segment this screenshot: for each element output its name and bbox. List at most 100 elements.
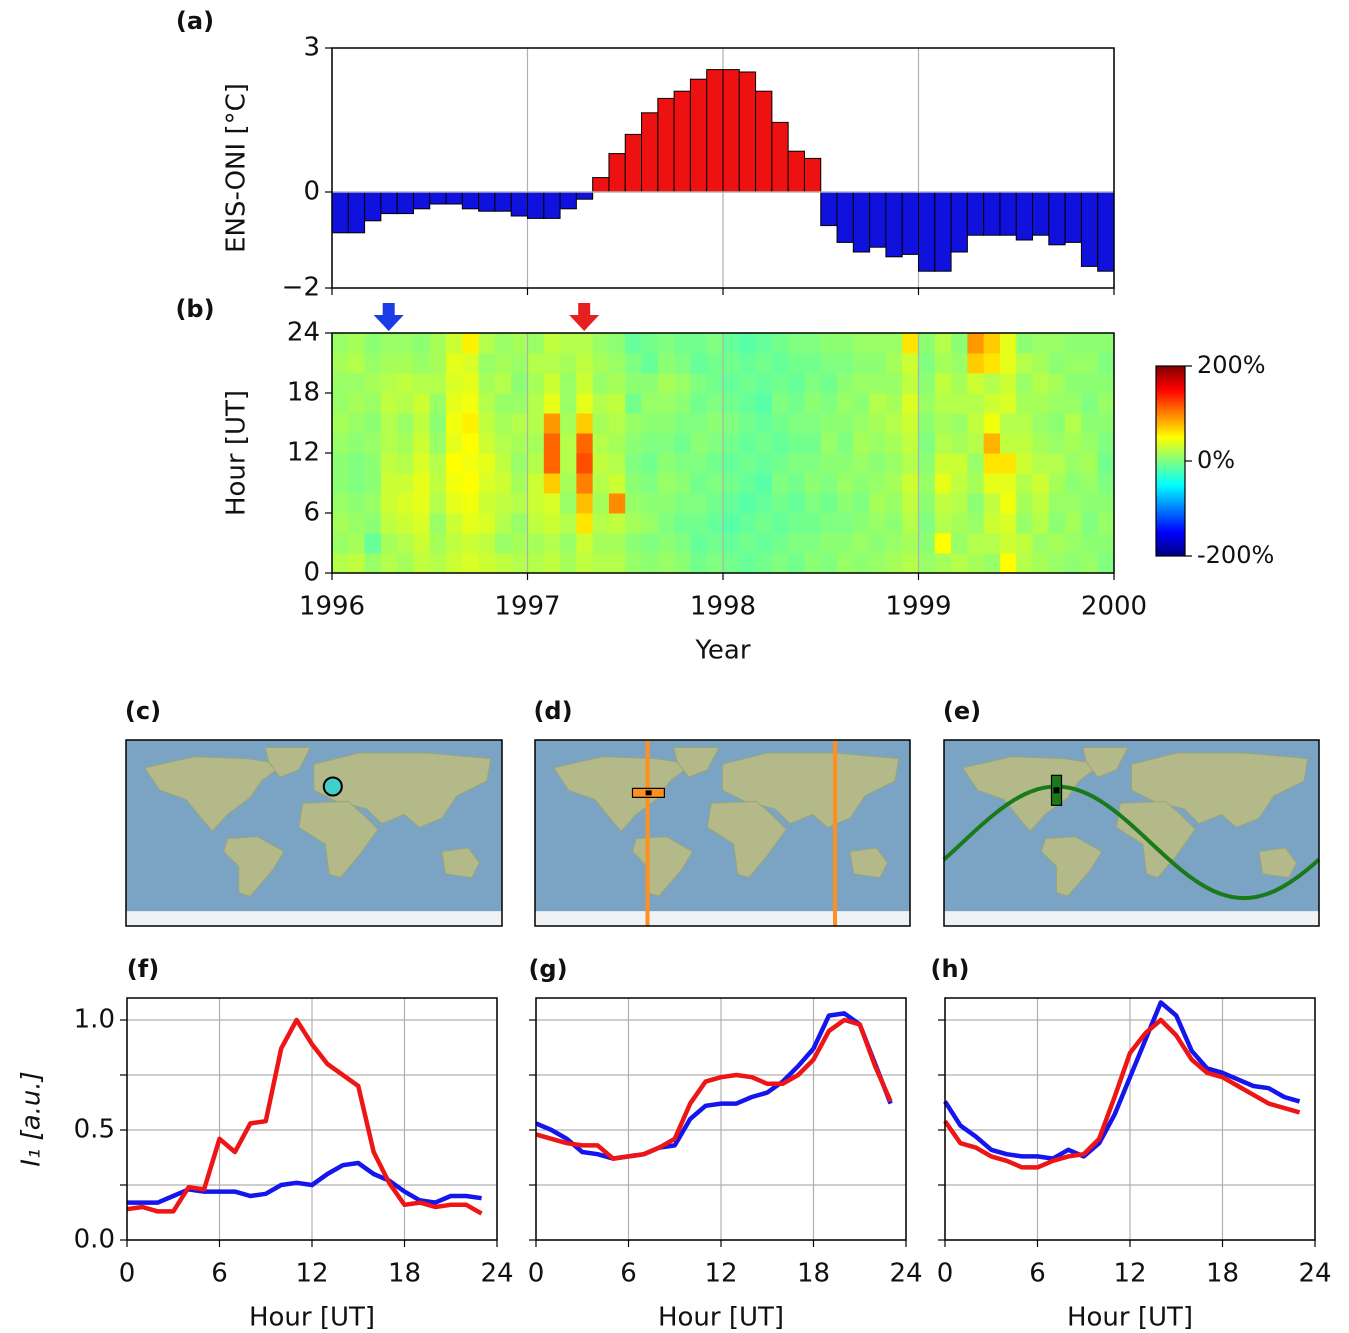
heatmap-cell: [397, 553, 414, 574]
heatmap-cell: [706, 453, 724, 474]
bar: [461, 191, 480, 210]
heatmap-cell: [771, 453, 789, 474]
bar: [1032, 191, 1050, 236]
heatmap-cell: [576, 473, 594, 494]
heatmap-cell: [918, 393, 936, 414]
heatmap-cell: [1048, 553, 1066, 574]
heatmap-cell: [576, 353, 594, 374]
heatmap-cell: [348, 353, 366, 374]
heatmap-cell: [690, 473, 708, 494]
x-tick-label: 12: [704, 1259, 737, 1289]
heatmap-cell: [413, 333, 431, 354]
bar: [347, 191, 366, 234]
heatmap-cell: [1081, 373, 1099, 394]
heatmap-cell: [755, 513, 773, 534]
x-tick-label: 6: [620, 1259, 637, 1289]
heatmap-cell: [1016, 513, 1034, 534]
heatmap-cell: [397, 373, 414, 394]
heatmap-cell: [723, 413, 740, 434]
heatmap-cell: [983, 553, 1001, 574]
heatmap-cell: [918, 413, 936, 434]
heatmap-cell: [739, 493, 757, 514]
heatmap-cell: [1048, 533, 1066, 554]
heatmap-cell: [657, 353, 675, 374]
panel-label: (h): [930, 955, 969, 983]
heatmap-cell: [983, 413, 1001, 434]
heatmap-cell: [364, 393, 382, 414]
heatmap-cell: [1097, 553, 1115, 574]
x-tick-label: 24: [889, 1259, 922, 1289]
heatmap-cell: [641, 553, 659, 574]
heatmap-cell: [560, 493, 577, 514]
heatmap-cell: [332, 553, 349, 574]
heatmap-cell: [543, 493, 561, 514]
x-tick-label: 1996: [299, 592, 365, 622]
heatmap-cell: [869, 553, 887, 574]
heatmap-cell: [625, 553, 643, 574]
y-axis-label: Hour [UT]: [222, 390, 252, 516]
x-axis-label: Hour [UT]: [658, 1303, 784, 1333]
heatmap-cell: [1081, 453, 1099, 474]
heatmap-cell: [885, 433, 903, 454]
heatmap-cell: [527, 433, 545, 454]
heatmap-cell: [1032, 373, 1050, 394]
heatmap-cell: [625, 433, 643, 454]
heatmap-cell: [1032, 453, 1050, 474]
heatmap-cell: [723, 553, 740, 574]
heatmap-cell: [999, 413, 1017, 434]
heatmap-cell: [788, 493, 805, 514]
y-axis-label: I₁ [a.u.]: [17, 1071, 47, 1167]
heatmap-cell: [413, 453, 431, 474]
heatmap-cell: [723, 493, 740, 514]
heatmap-cell: [332, 513, 349, 534]
heatmap-cell: [674, 453, 691, 474]
heatmap-cell: [429, 493, 447, 514]
panel-label: (g): [528, 955, 567, 983]
heatmap-cell: [902, 373, 919, 394]
heatmap-cell: [364, 453, 382, 474]
bar: [803, 157, 822, 193]
heatmap-cell: [755, 353, 773, 374]
heatmap-cell: [494, 333, 512, 354]
landmass: [1258, 847, 1298, 879]
heatmap-cell: [592, 333, 610, 354]
heatmap-cell: [1065, 353, 1082, 374]
colorbar-tick-label: -200%: [1197, 541, 1274, 569]
heatmap-cell: [771, 413, 789, 434]
heatmap-cell: [397, 513, 414, 534]
heatmap-cell: [804, 413, 822, 434]
heatmap-cell: [625, 533, 643, 554]
bar: [1080, 191, 1099, 267]
data-line: [535, 1017, 893, 1161]
heatmap-cell: [706, 533, 724, 554]
heatmap-cell: [951, 513, 968, 534]
heatmap-cell: [1016, 373, 1034, 394]
heatmap-cell: [837, 353, 854, 374]
heatmap-cell: [934, 373, 952, 394]
heatmap-cell: [1032, 333, 1050, 354]
heatmap-cell: [511, 473, 528, 494]
heatmap-cell: [625, 473, 643, 494]
heatmap-cell: [706, 373, 724, 394]
landmass: [673, 746, 720, 778]
heatmap-cell: [690, 453, 708, 474]
heatmap-cell: [853, 413, 871, 434]
heatmap-cell: [332, 453, 349, 474]
heatmap-cell: [999, 353, 1017, 374]
heatmap-cell: [967, 493, 985, 514]
heatmap-cell: [837, 553, 854, 574]
heatmap-cell: [608, 353, 626, 374]
x-axis-label: Year: [694, 636, 750, 666]
heatmap-cell: [380, 493, 398, 514]
heatmap-cell: [560, 473, 577, 494]
heatmap-cell: [348, 473, 366, 494]
heatmap-cell: [1048, 413, 1066, 434]
heatmap-cell: [674, 353, 691, 374]
heatmap-cell: [755, 553, 773, 574]
heatmap-cell: [869, 413, 887, 434]
heatmap-cell: [429, 413, 447, 434]
heatmap-cell: [413, 413, 431, 434]
heatmap-cell: [576, 413, 594, 434]
heatmap-cell: [739, 533, 757, 554]
heatmap-cell: [592, 493, 610, 514]
